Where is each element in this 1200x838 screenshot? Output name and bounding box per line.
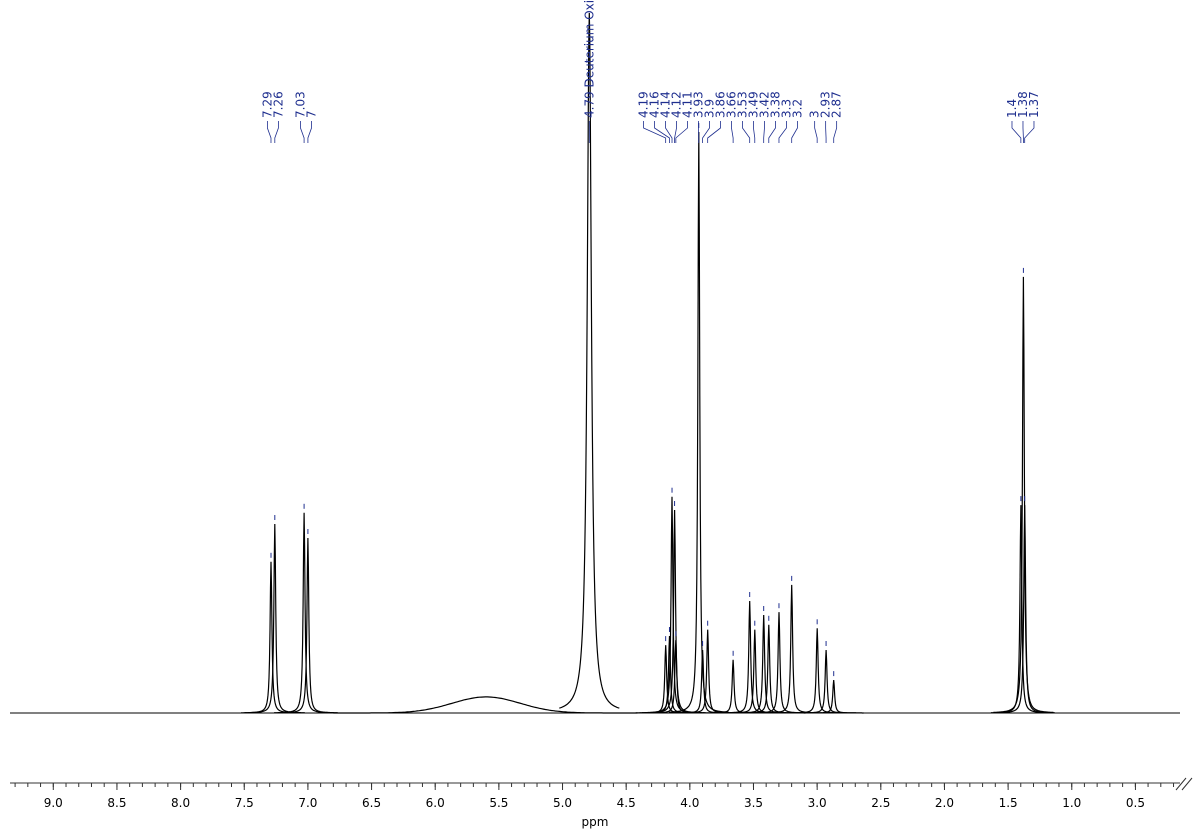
peak-label: 2.93 (819, 91, 833, 118)
peak-connector (768, 121, 776, 143)
peak-connector (1024, 121, 1035, 143)
peak-label: 3.3 (779, 99, 793, 118)
peak-connector (778, 121, 787, 143)
peak (787, 628, 848, 714)
peak-connector (675, 121, 688, 143)
peak-label: 3.49 (747, 91, 761, 118)
peak-connector (731, 121, 734, 143)
peak-connector (674, 121, 677, 143)
peak-label: 4.11 (681, 91, 695, 118)
x-tick-label: 7.5 (235, 796, 254, 810)
x-tick-label: 9.0 (44, 796, 63, 810)
peak-connector (300, 121, 305, 143)
peak-label: 1.37 (1027, 91, 1041, 118)
x-tick-label: 3.5 (744, 796, 763, 810)
peak (672, 649, 733, 714)
x-tick-label: 1.5 (999, 796, 1018, 810)
peak (803, 680, 864, 714)
peak (277, 537, 338, 714)
peak (796, 649, 857, 714)
x-tick-label: 5.0 (553, 796, 572, 810)
peak-connector (763, 121, 765, 143)
peak-label: 4.12 (670, 91, 684, 118)
peak-connector (643, 121, 667, 143)
peak (668, 131, 729, 713)
x-tick-label: 8.5 (107, 796, 126, 810)
x-tick-label: 4.5 (617, 796, 636, 810)
peak-label: 3.9 (703, 99, 717, 118)
peak-label: 3.86 (714, 91, 728, 118)
peak-label: 4.14 (659, 91, 673, 118)
peak-label: 4.19 (637, 91, 651, 118)
peak-label: 3 (808, 110, 822, 118)
peak-label: 1.38 (1016, 91, 1030, 118)
peak (244, 523, 305, 714)
peak-label: 7.26 (271, 91, 285, 118)
peak (645, 640, 706, 714)
peak-label: 3.66 (725, 91, 739, 118)
peak-label: 4.79 Deuterium Oxide (582, 0, 596, 118)
peak-label: 3.93 (692, 91, 706, 118)
peak-connector (266, 121, 272, 143)
x-tick-label: 6.0 (426, 796, 445, 810)
peak-label: 7 (305, 110, 319, 118)
peak (241, 561, 301, 714)
x-tick-label: 2.0 (935, 796, 954, 810)
peak-connector (1011, 121, 1022, 143)
peak (749, 612, 809, 714)
axis-break (1175, 777, 1193, 791)
peak-connector (791, 121, 798, 143)
peak-connector (702, 121, 710, 143)
x-axis-label: ppm (582, 815, 609, 829)
peak-connector (753, 121, 756, 143)
x-tick-label: 6.5 (362, 796, 381, 810)
peak-label: 7.29 (260, 91, 274, 118)
peak-label: 2.87 (830, 91, 844, 118)
x-tick-label: 5.5 (489, 796, 508, 810)
x-tick-label: 3.0 (808, 796, 827, 810)
peak-connector (274, 121, 279, 143)
peak-label: 1.4 (1005, 99, 1019, 118)
peak-label: 7.03 (294, 91, 308, 118)
broad-peak (333, 696, 638, 714)
peak-connector (707, 121, 721, 143)
x-tick-label: 4.0 (680, 796, 699, 810)
peak-connector (654, 121, 670, 143)
peak-label: 3.38 (768, 91, 782, 118)
peak-connector (742, 121, 751, 143)
peak-connector (307, 121, 312, 143)
x-tick-label: 8.0 (171, 796, 190, 810)
x-tick-label: 7.0 (298, 796, 317, 810)
peak-label: 3.2 (790, 99, 804, 118)
peak (733, 614, 794, 714)
peak-label: 3.53 (736, 91, 750, 118)
peak (559, 12, 620, 709)
peak (994, 505, 1055, 714)
peak-connector (833, 121, 838, 143)
peak-connector (814, 121, 818, 143)
peak (274, 512, 335, 714)
peak-label: 4.16 (648, 91, 662, 118)
x-tick-label: 2.5 (871, 796, 890, 810)
peak-label: 3.42 (758, 91, 772, 118)
peak (677, 629, 738, 714)
peak-connector (665, 121, 673, 143)
peak (635, 645, 696, 714)
x-tick-label: 1.0 (1062, 796, 1081, 810)
x-tick-label: 0.5 (1126, 796, 1145, 810)
